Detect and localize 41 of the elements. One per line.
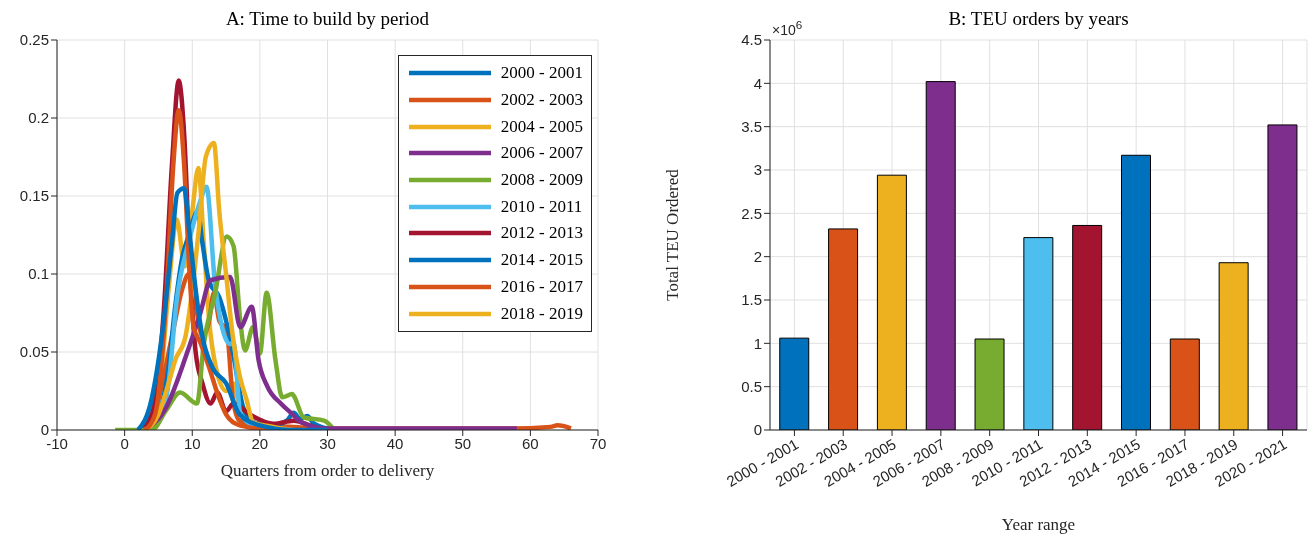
y-tick-label: 3 (753, 161, 762, 179)
y-tick-label: 0.15 (19, 187, 49, 205)
y-tick-label: 4.5 (741, 31, 762, 49)
y-tick-label: 4 (753, 74, 762, 92)
legend-label: 2018 - 2019 (500, 303, 583, 324)
text: ×10$^{6}$ (772, 18, 803, 38)
x-axis-title: Quarters from order to delivery (220, 461, 435, 480)
legend-label: 2014 - 2015 (500, 250, 583, 271)
legend-label: 2012 - 2013 (500, 223, 583, 244)
legend-label: 2010 - 2011 (500, 196, 583, 217)
x-tick-label: 50 (454, 434, 472, 452)
legend-label: 2000 - 2001 (500, 63, 583, 84)
y-axis-title: Total TEU Ordered (663, 168, 683, 301)
legend-label: 2002 - 2003 (500, 90, 583, 111)
chart-title: A: Time to build by period (224, 8, 431, 30)
y-tick-label: 0.2 (28, 109, 49, 127)
x-tick-label: 10 (183, 434, 201, 452)
y-tick-label: 1 (753, 334, 762, 352)
y-tick-label: 2.5 (741, 204, 762, 222)
y-tick-label: 0 (40, 421, 49, 439)
y-tick-label: 1.5 (741, 291, 762, 309)
y-tick-label: 3.5 (741, 117, 762, 135)
x-tick-label: -10 (46, 434, 68, 452)
y-tick-label: 0.5 (741, 377, 762, 395)
y-tick-label: 0.1 (28, 265, 49, 283)
x-tick-label: 60 (522, 434, 539, 452)
x-tick-label: 0 (120, 434, 129, 452)
legend-label: 2004 - 2005 (500, 116, 583, 137)
x-tick-label: 40 (386, 434, 404, 452)
legend-label: 2016 - 2017 (500, 276, 583, 297)
y-tick-label: 2 (753, 247, 762, 265)
y-tick-label: 0.05 (19, 343, 49, 361)
x-tick-label: 70 (589, 434, 607, 452)
legend-label: 2006 - 2007 (500, 143, 583, 164)
chart-title: B: TEU orders by years (948, 8, 1129, 29)
y-tick-label: 0.25 (19, 31, 49, 49)
x-tick-label: 20 (251, 434, 269, 452)
legend-label: 2008 - 2009 (500, 170, 583, 191)
y-tick-label: 0 (753, 421, 762, 439)
x-axis-title: Year range (1001, 515, 1076, 534)
x-tick-label: 30 (319, 434, 336, 452)
